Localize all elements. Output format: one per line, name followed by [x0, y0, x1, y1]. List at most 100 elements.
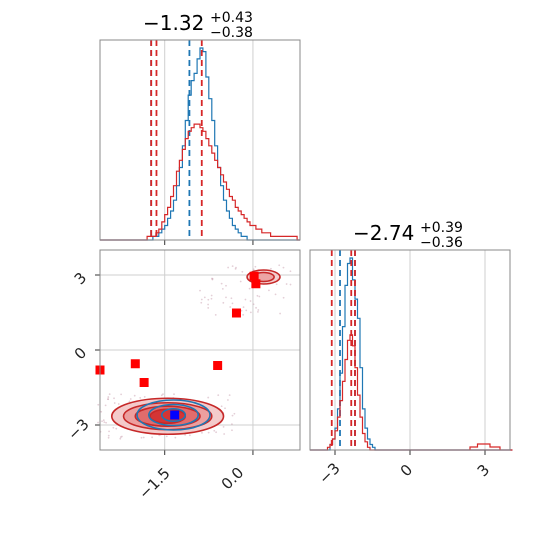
sample-dot-151 — [222, 301, 225, 304]
sample-dot-133 — [229, 306, 232, 308]
sample-dot-13 — [231, 429, 233, 432]
sample-dot-166 — [239, 280, 242, 283]
sample-dot-138 — [289, 283, 292, 286]
xtick-neg1p5: −1.5 — [135, 464, 173, 502]
sample-dot-75 — [107, 434, 110, 437]
blue-contour-2-1 — [148, 403, 200, 427]
sample-dot-65 — [119, 437, 122, 440]
sample-dot-37 — [217, 394, 220, 397]
sample-dot-132 — [225, 296, 227, 299]
sample-dot-145 — [207, 307, 210, 309]
sample-dot-168 — [214, 313, 217, 316]
sample-dot-103 — [101, 420, 103, 423]
sample-dot-136 — [225, 284, 227, 287]
sample-dot-175 — [227, 266, 230, 269]
title-y-minus: −0.36 — [420, 235, 463, 251]
sample-dot-22 — [129, 398, 132, 400]
ytick-3: 3 — [71, 269, 90, 288]
sample-dot-51 — [222, 425, 225, 428]
sample-dot-50 — [113, 402, 116, 404]
sample-dot-146 — [234, 267, 237, 270]
sample-dot-115 — [104, 404, 107, 407]
sample-dot-88 — [173, 393, 175, 396]
sample-dot-56 — [119, 436, 122, 438]
sample-dot-176 — [255, 306, 257, 309]
sample-dot-163 — [242, 313, 245, 316]
histogram-y-panel — [309, 249, 513, 455]
red-square-6 — [251, 279, 261, 289]
sample-dot-148 — [241, 270, 244, 273]
sample-dot-172 — [200, 298, 203, 301]
sample-dot-123 — [231, 302, 234, 305]
xtick-0p0: 0.0 — [218, 464, 248, 494]
sample-dot-117 — [223, 433, 226, 435]
sample-dot-28 — [102, 419, 105, 422]
sample-dot-87 — [207, 396, 210, 399]
sample-dot-59 — [215, 431, 218, 434]
sample-dot-71 — [143, 395, 146, 398]
sample-dot-91 — [233, 412, 236, 415]
sample-dot-162 — [199, 289, 201, 292]
sample-dot-21 — [107, 396, 110, 398]
sample-dot-96 — [103, 421, 106, 424]
sample-dot-11 — [228, 394, 231, 397]
red-square-1 — [130, 359, 140, 369]
sample-dot-149 — [240, 309, 243, 312]
sample-dot-106 — [139, 397, 142, 399]
blue-square-0 — [170, 410, 180, 420]
sample-dot-84 — [160, 394, 163, 397]
sample-dot-158 — [221, 288, 224, 290]
sample-dot-45 — [97, 421, 99, 424]
sample-dot-144 — [256, 294, 259, 297]
sample-dot-157 — [244, 298, 247, 301]
sample-dot-121 — [279, 312, 282, 315]
sample-dot-125 — [220, 282, 223, 285]
sample-dot-30 — [231, 423, 233, 426]
sample-dot-171 — [252, 268, 255, 271]
sample-dot-97 — [162, 393, 164, 396]
top-bg — [100, 40, 300, 240]
sample-dot-90 — [158, 434, 161, 437]
top-border — [99, 39, 301, 241]
sample-dot-47 — [108, 393, 111, 396]
top-hist-series-1 — [100, 123, 300, 241]
right-hist-tail — [469, 443, 501, 450]
title-x-value: −1.32 — [143, 11, 204, 35]
sample-dot-60 — [165, 435, 168, 438]
sample-dot-173 — [257, 310, 259, 313]
sample-dot-161 — [245, 309, 248, 312]
sample-dot-179 — [210, 297, 213, 300]
sample-dot-114 — [142, 436, 145, 439]
sample-dot-69 — [97, 403, 100, 406]
sample-dot-64 — [207, 431, 210, 434]
sample-dot-155 — [249, 311, 252, 314]
right-border — [309, 249, 511, 451]
sample-dot-126 — [282, 266, 285, 269]
histogram-x-panel — [99, 39, 301, 245]
red-square-5 — [249, 271, 259, 281]
sample-dot-129 — [207, 303, 210, 306]
sample-dot-174 — [258, 295, 261, 298]
sample-dot-137 — [211, 278, 214, 281]
sample-dot-55 — [128, 400, 131, 403]
sample-dot-66 — [184, 433, 187, 436]
sample-dot-147 — [270, 267, 272, 270]
title-y-value: −2.74 — [353, 221, 414, 245]
sample-dot-131 — [254, 265, 257, 268]
sample-dot-119 — [151, 436, 154, 439]
ytick-neg3: −3 — [64, 415, 92, 443]
sample-dot-153 — [231, 265, 234, 268]
sample-dot-1 — [112, 426, 115, 429]
title-y-plus: +0.39 — [420, 220, 463, 236]
sample-dot-156 — [242, 306, 245, 309]
contour-panel — [95, 249, 301, 455]
sample-dot-124 — [268, 289, 270, 292]
sample-dot-62 — [105, 421, 108, 424]
sample-dot-40 — [174, 436, 177, 439]
sample-dot-6 — [188, 434, 191, 437]
sample-dot-74 — [107, 398, 109, 401]
sample-dot-101 — [140, 436, 143, 439]
sample-dot-154 — [275, 283, 278, 286]
sample-dot-111 — [108, 430, 110, 433]
